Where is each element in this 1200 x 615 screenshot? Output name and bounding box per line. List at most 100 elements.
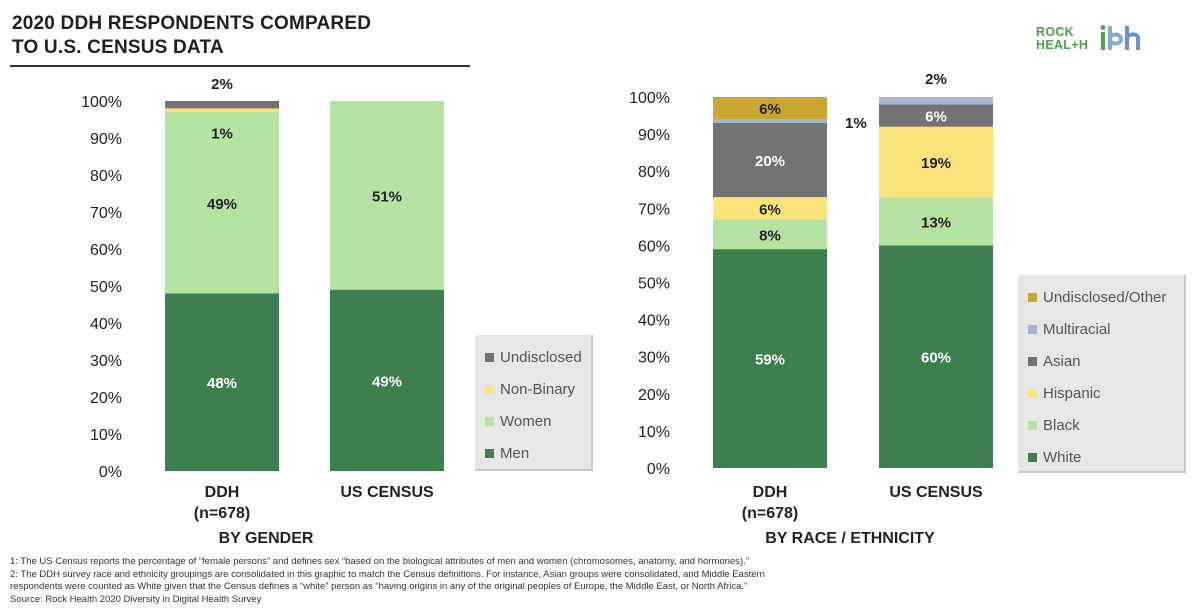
x-category-label: DDH	[753, 484, 788, 501]
logo-line-1: ROCK	[1036, 25, 1075, 39]
bar-segment-multiracial	[879, 97, 993, 105]
legend-label: Multiracial	[1043, 320, 1111, 338]
data-label: 13%	[921, 214, 951, 231]
bar-segment-women	[165, 112, 279, 294]
data-label: 49%	[207, 196, 237, 213]
y-tick-label: 70%	[638, 201, 670, 218]
legend-label: Black	[1043, 416, 1080, 434]
legend-item-non-binary: Non-Binary	[485, 373, 591, 405]
legend-swatch	[1028, 356, 1037, 366]
bar-segment-women	[330, 101, 444, 290]
y-tick-label: 60%	[638, 238, 670, 255]
legend-item-undisclosed-other: Undisclosed/Other	[1028, 281, 1184, 313]
data-label: 51%	[372, 188, 402, 205]
gender-legend: Undisclosed Non-Binary Women Men	[475, 335, 593, 471]
data-label: 6%	[759, 201, 781, 218]
legend-item-multiracial: Multiracial	[1028, 313, 1184, 345]
y-tick-label: 50%	[638, 276, 670, 293]
bar-segment-multiracial	[713, 119, 827, 123]
chart-title: 2020 DDH RESPONDENTS COMPARED TO U.S. CE…	[12, 12, 371, 60]
y-tick-label: 100%	[81, 94, 122, 111]
footnote-2: 2: The DDH survey race and ethnicity gro…	[10, 568, 765, 580]
legend-swatch	[1028, 452, 1037, 462]
legend-item-hispanic: Hispanic	[1028, 377, 1184, 409]
bar-segment-non-binary	[165, 108, 279, 113]
legend-item-asian: Asian	[1028, 345, 1184, 377]
data-label: 20%	[755, 153, 785, 170]
bar-segment-black	[879, 197, 993, 246]
data-label: 19%	[921, 155, 951, 172]
bar-segment-asian	[713, 122, 827, 198]
data-label: 6%	[759, 101, 781, 118]
data-label: 2%	[925, 71, 947, 88]
rock-health-logo-text: ROCK HEAL+H	[1036, 26, 1088, 52]
data-label: 59%	[755, 352, 785, 369]
chart-subtitle: BY RACE / ETHNICITY	[765, 530, 935, 547]
legend-item-black: Black	[1028, 409, 1184, 441]
data-label: 6%	[925, 109, 947, 126]
legend-swatch	[1028, 388, 1037, 398]
y-tick-label: 100%	[629, 90, 670, 107]
bar-segment-undisclosed-other	[713, 97, 827, 120]
bar-segment-black	[713, 219, 827, 250]
data-label: 1%	[845, 115, 867, 132]
bar-segment-undisclosed	[165, 101, 279, 109]
x-category-label: US CENSUS	[340, 484, 434, 501]
ibh-logo-mark-icon	[1100, 25, 1140, 50]
legend-label: Men	[500, 444, 530, 462]
title-divider	[10, 65, 470, 67]
legend-label: Hispanic	[1043, 384, 1101, 402]
data-label: 8%	[759, 227, 781, 244]
legend-swatch	[485, 352, 494, 362]
bar-segment-white	[713, 249, 827, 468]
legend-swatch	[1028, 420, 1037, 430]
y-tick-label: 90%	[638, 127, 670, 144]
bar-segment-asian	[879, 104, 993, 127]
y-tick-label: 80%	[638, 164, 670, 181]
x-category-label: (n=678)	[742, 505, 798, 522]
data-label: 1%	[211, 125, 233, 142]
legend-swatch	[1028, 324, 1037, 334]
data-label: 49%	[372, 373, 402, 390]
y-tick-label: 0%	[99, 464, 122, 481]
legend-swatch	[1028, 292, 1037, 302]
legend-label: Non-Binary	[500, 380, 576, 398]
y-tick-label: 70%	[90, 205, 122, 222]
y-tick-label: 40%	[638, 313, 670, 330]
title-line-2: TO U.S. CENSUS DATA	[12, 37, 224, 58]
x-category-label: DDH	[205, 484, 240, 501]
legend-label: White	[1043, 448, 1082, 466]
y-tick-label: 0%	[647, 461, 670, 478]
y-tick-label: 20%	[90, 390, 122, 407]
x-category-label: (n=678)	[194, 505, 250, 522]
logo-line-2: HEAL+H	[1036, 38, 1089, 52]
race-ethnicity-legend: Undisclosed/Other Multiracial Asian Hispani…	[1018, 275, 1186, 473]
legend-swatch	[485, 448, 494, 458]
legend-label: Undisclosed/Other	[1043, 288, 1167, 306]
y-tick-label: 50%	[90, 279, 122, 296]
legend-label: Undisclosed	[500, 348, 582, 366]
bar-segment-men	[330, 289, 444, 471]
y-tick-label: 80%	[90, 168, 122, 185]
data-label: 48%	[207, 375, 237, 392]
legend-swatch	[485, 384, 494, 394]
data-label: 2%	[211, 76, 233, 93]
y-tick-label: 10%	[90, 427, 122, 444]
data-label: 60%	[921, 350, 951, 367]
stacked-bar-charts: 0% 10% 20% 30% 40% 50% 60% 70% 80% 90% 100% 48% 49% 1…	[81, 71, 993, 547]
legend-item-white: White	[1028, 441, 1184, 473]
bar-segment-white	[879, 245, 993, 468]
footnote-2-continued: respondents were counted as White given …	[10, 581, 748, 592]
x-category-label: US CENSUS	[889, 484, 983, 501]
chart-subtitle: BY GENDER	[219, 530, 314, 547]
footnotes: 1: The US Census reports the percentage …	[10, 556, 1190, 606]
y-tick-label: 20%	[638, 387, 670, 404]
y-tick-label: 30%	[90, 353, 122, 370]
title-line-1: 2020 DDH RESPONDENTS COMPARED	[12, 13, 372, 34]
source-note: Source: Rock Health 2020 Diversity in Di…	[10, 593, 262, 605]
legend-label: Asian	[1043, 352, 1081, 370]
y-tick-label: 90%	[90, 131, 122, 148]
legend-item-undisclosed: Undisclosed	[485, 341, 591, 373]
bar-segment-hispanic	[713, 197, 827, 220]
legend-item-women: Women	[485, 405, 591, 437]
